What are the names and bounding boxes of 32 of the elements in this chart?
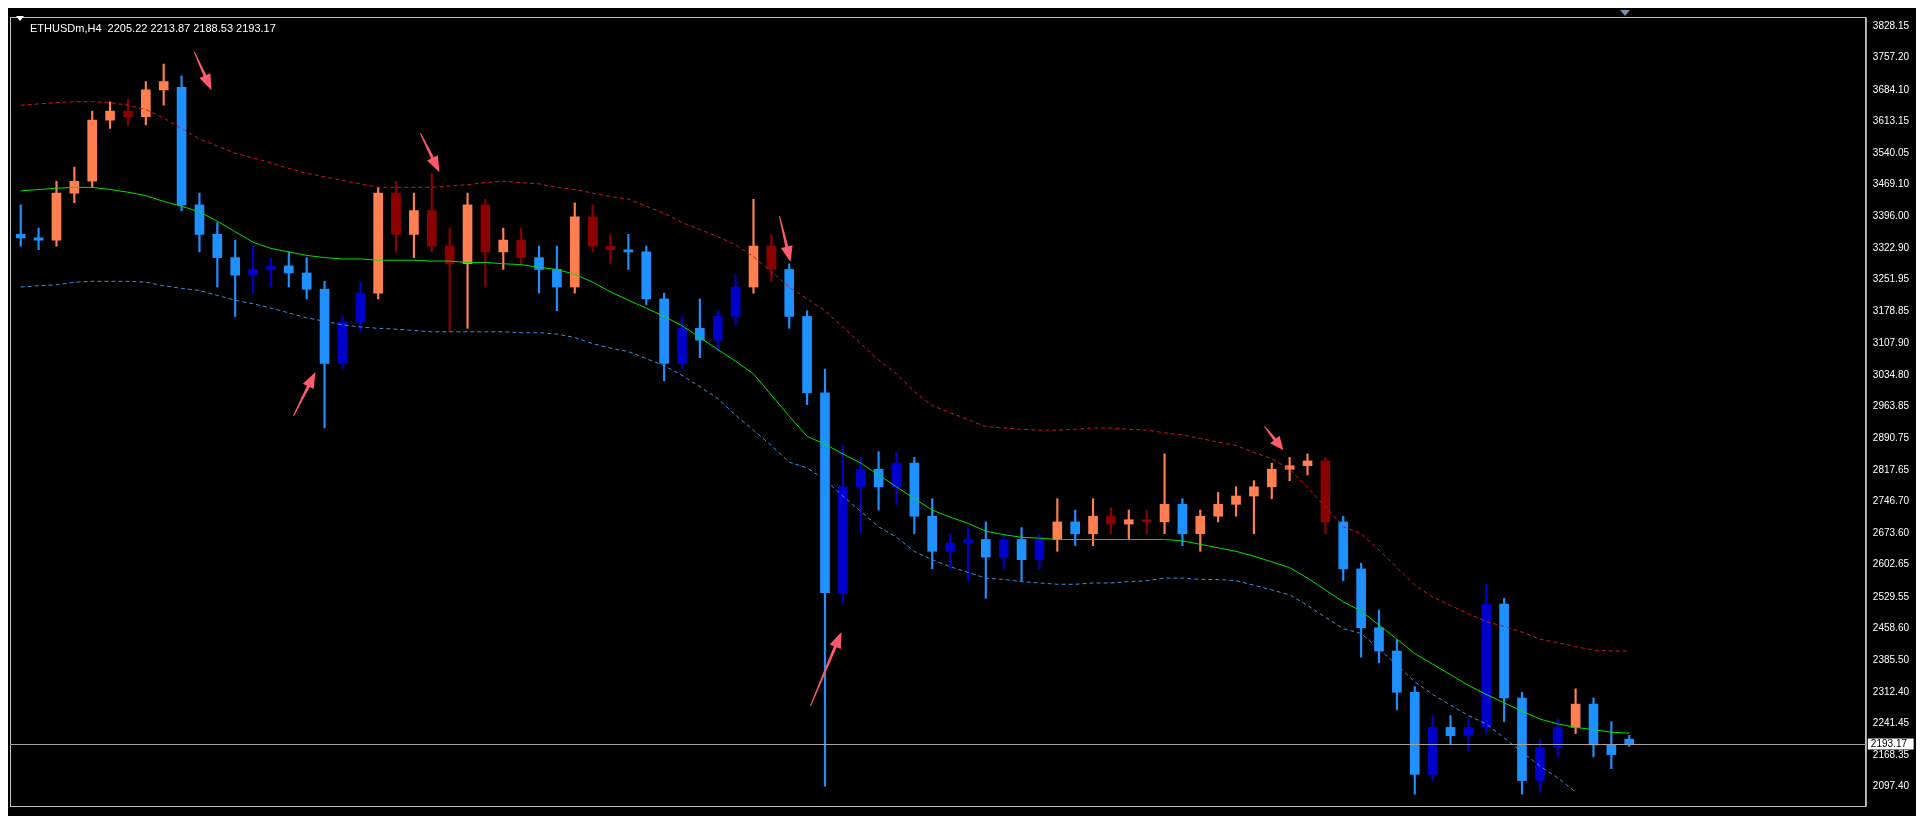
y-tick-label: 2602.65 [1872, 558, 1910, 570]
y-tick-label: 2385.50 [1872, 653, 1910, 665]
y-tick-label: 3034.80 [1872, 368, 1910, 380]
y-tick-label: 2458.60 [1872, 621, 1910, 633]
y-tick-label: 2168.35 [1872, 749, 1910, 761]
y-tick-label: 3396.00 [1872, 210, 1910, 222]
y-tick-label: 3828.15 [1872, 20, 1910, 32]
y-tick-label: 3107.90 [1872, 336, 1910, 348]
y-tick-label: 2529.55 [1872, 590, 1910, 602]
y-tick-label: 3684.10 [1872, 83, 1910, 95]
y-tick-label: 3251.95 [1872, 273, 1910, 285]
y-tick-label: 2673.60 [1872, 527, 1910, 539]
y-tick-label: 3322.90 [1872, 242, 1910, 254]
y-tick-label: 3757.20 [1872, 51, 1910, 63]
y-tick-label: 2963.85 [1872, 399, 1910, 411]
y-tick-label: 2241.45 [1872, 717, 1910, 729]
y-tick-label: 3540.05 [1872, 146, 1910, 158]
candlestick [605, 234, 616, 265]
ref-line-label: 2193.17 [1870, 738, 1908, 750]
text: ETHUSDm,H4 2205.22 2213.87 2188.53 2193.17 [30, 22, 276, 35]
y-tick-label: 2746.70 [1872, 495, 1910, 507]
line-series [20, 280, 1577, 793]
y-tick-label: 2817.65 [1872, 464, 1910, 476]
y-tick-label: 2312.40 [1872, 685, 1910, 697]
y-tick-label: 3613.15 [1872, 114, 1910, 126]
y-tick-label: 3469.10 [1872, 177, 1910, 189]
line-series [20, 101, 1630, 652]
candlestick [1445, 715, 1456, 746]
y-tick-label: 3178.85 [1872, 305, 1910, 317]
candlestick [1159, 453, 1170, 535]
y-tick-label: 2097.40 [1872, 780, 1910, 792]
y-tick-label: 2890.75 [1872, 431, 1910, 443]
